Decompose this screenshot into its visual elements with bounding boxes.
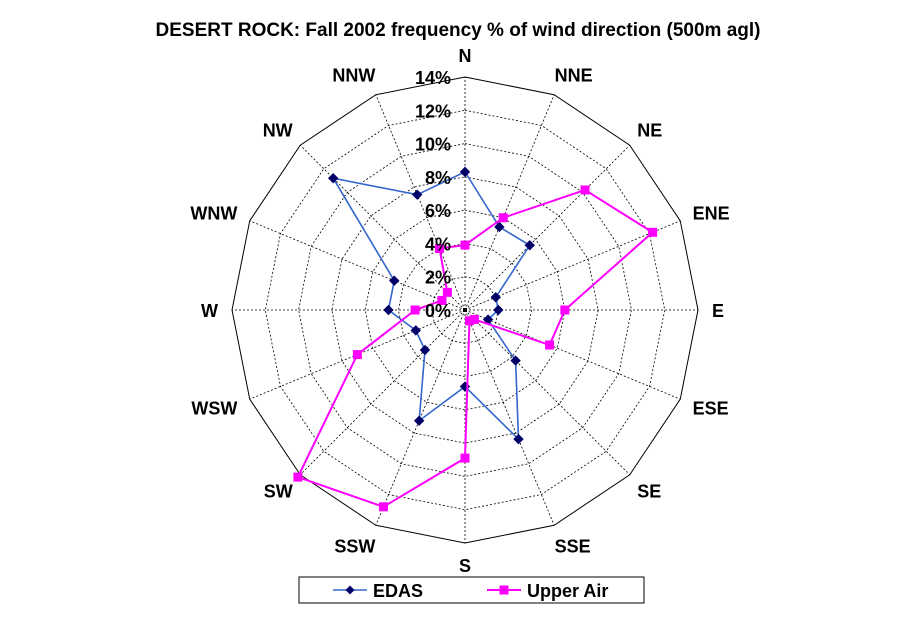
grid-ring	[398, 243, 532, 377]
legend-label: EDAS	[373, 581, 423, 601]
legend-label: Upper Air	[527, 581, 608, 601]
direction-label-n: N	[459, 46, 472, 66]
direction-label-ese: ESE	[693, 399, 729, 419]
data-point	[437, 295, 447, 305]
data-point	[460, 453, 470, 463]
direction-label-w: W	[201, 301, 218, 321]
radial-tick-label: 8%	[425, 168, 451, 188]
data-point	[293, 472, 303, 482]
series-upper-air	[293, 185, 658, 512]
direction-label-wsw: WSW	[191, 399, 237, 419]
direction-label-ne: NE	[637, 121, 662, 141]
direction-label-e: E	[712, 301, 724, 321]
data-point	[327, 172, 339, 184]
radial-tick-label: 6%	[425, 201, 451, 221]
radial-tick-label: 2%	[425, 268, 451, 288]
data-point	[460, 240, 470, 250]
data-point	[490, 292, 501, 303]
grid-ring	[331, 176, 599, 444]
data-point	[464, 316, 474, 326]
data-point	[389, 275, 400, 286]
direction-label-wnw: WNW	[190, 203, 237, 223]
radial-tick-label: 0%	[425, 301, 451, 321]
chart-title: DESERT ROCK: Fall 2002 frequency % of wi…	[156, 20, 761, 41]
data-point	[469, 314, 479, 324]
data-point	[493, 304, 504, 316]
legend-marker	[345, 585, 355, 595]
radial-tick-label: 4%	[425, 234, 451, 254]
data-point	[412, 189, 423, 200]
radial-tick-label: 12%	[415, 101, 451, 121]
direction-label-nw: NW	[263, 121, 293, 141]
series-line	[296, 188, 655, 508]
data-point	[383, 304, 394, 316]
legend-marker	[499, 585, 509, 595]
grid-spoke	[464, 309, 555, 526]
series-layer	[293, 166, 658, 512]
data-point	[648, 227, 658, 237]
grid-spoke	[464, 309, 631, 476]
data-point	[413, 415, 425, 426]
data-point	[435, 243, 445, 253]
data-point	[560, 305, 570, 315]
grid-spoke	[249, 220, 466, 311]
grid-spoke	[464, 94, 555, 311]
direction-label-ssw: SSW	[334, 537, 375, 557]
direction-label-ene: ENE	[693, 203, 730, 223]
direction-label-nnw: NNW	[332, 65, 375, 85]
direction-label-s: S	[459, 556, 471, 576]
grid-spoke	[299, 144, 466, 311]
radial-grid	[231, 76, 699, 544]
data-point	[524, 240, 535, 251]
data-point	[545, 340, 555, 350]
grid-spoke	[375, 94, 466, 311]
series-edas	[327, 166, 535, 445]
grid-ring	[431, 276, 499, 344]
data-point	[352, 350, 362, 360]
direction-label-nne: NNE	[555, 65, 593, 85]
data-point	[378, 502, 388, 512]
data-point	[498, 213, 508, 223]
legend: EDAS Upper Air	[298, 576, 645, 604]
data-point	[580, 185, 590, 195]
grid-spoke	[464, 309, 681, 400]
data-point	[494, 221, 505, 233]
radial-tick-label: 10%	[415, 135, 451, 155]
grid-spoke	[464, 144, 631, 311]
data-point	[513, 433, 524, 445]
direction-labels: N NNE NE ENE E ESE SE SSE S SSW SW WSW W WNW NW NNW	[190, 46, 729, 576]
grid-ring	[298, 143, 632, 477]
direction-label-se: SE	[637, 481, 661, 501]
data-point	[410, 325, 422, 336]
center-point	[463, 308, 467, 312]
radial-tick-label: 14%	[415, 68, 451, 88]
data-point	[442, 287, 452, 297]
data-point	[419, 344, 431, 356]
data-point	[510, 355, 521, 366]
data-point	[459, 166, 471, 178]
grid-spoke	[464, 220, 681, 311]
direction-label-sse: SSE	[555, 537, 591, 557]
grid-spoke	[299, 309, 466, 476]
legend-item-upper-air: Upper Air	[487, 581, 608, 601]
legend-item-edas: EDAS	[333, 581, 423, 601]
data-point	[410, 305, 420, 315]
direction-label-sw: SW	[264, 481, 293, 501]
radial-tick-labels: 0% 2% 4% 6% 8% 10% 12% 14%	[415, 68, 451, 321]
